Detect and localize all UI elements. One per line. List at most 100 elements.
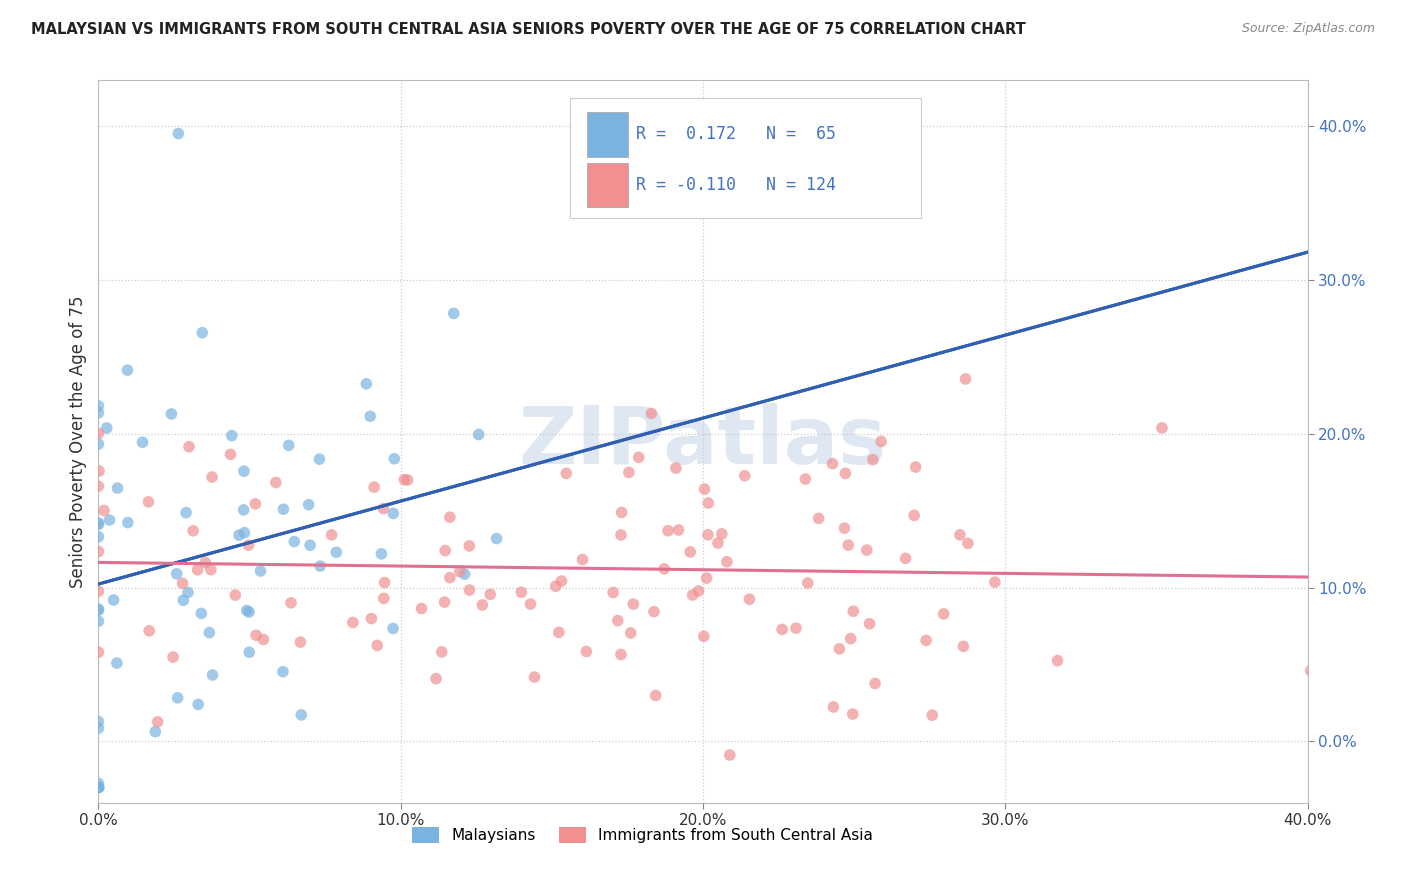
Point <box>181 524 204 538</box>
Point <box>627 450 650 465</box>
Point <box>87 714 110 729</box>
Point <box>697 528 720 542</box>
Point <box>858 616 880 631</box>
Point <box>734 468 756 483</box>
Point <box>1327 574 1350 588</box>
Point <box>290 707 312 722</box>
Point <box>903 508 925 523</box>
Point <box>652 562 675 576</box>
Point <box>643 605 665 619</box>
Point <box>510 585 533 599</box>
Point <box>228 528 250 542</box>
Point <box>458 539 481 553</box>
Point <box>166 566 188 581</box>
Point <box>87 516 110 530</box>
Point <box>921 708 943 723</box>
Point <box>309 559 332 574</box>
Point <box>485 532 508 546</box>
Point <box>177 585 200 599</box>
Point <box>602 585 624 599</box>
Point <box>370 547 392 561</box>
Point <box>87 517 110 532</box>
Point <box>172 593 194 607</box>
Point <box>373 591 395 606</box>
Point <box>523 670 546 684</box>
Point <box>955 372 977 386</box>
Point <box>232 503 254 517</box>
Point <box>87 584 110 599</box>
Text: MALAYSIAN VS IMMIGRANTS FROM SOUTH CENTRAL ASIA SENIORS POVERTY OVER THE AGE OF : MALAYSIAN VS IMMIGRANTS FROM SOUTH CENTR… <box>31 22 1026 37</box>
Point <box>823 700 845 714</box>
Point <box>547 625 569 640</box>
FancyBboxPatch shape <box>569 98 921 218</box>
Point <box>200 563 222 577</box>
Point <box>363 480 385 494</box>
Point <box>236 603 259 617</box>
Point <box>707 536 730 550</box>
Point <box>396 473 419 487</box>
Point <box>425 672 447 686</box>
Point <box>697 496 720 510</box>
Point <box>797 576 820 591</box>
Point <box>467 427 489 442</box>
Point <box>657 524 679 538</box>
Point <box>439 571 461 585</box>
Point <box>696 571 718 585</box>
Point <box>187 698 209 712</box>
Point <box>117 516 139 530</box>
Point <box>479 587 502 601</box>
Point <box>194 556 217 570</box>
Point <box>290 635 312 649</box>
Point <box>308 452 330 467</box>
Point <box>238 538 260 552</box>
Point <box>956 536 979 550</box>
Point <box>453 567 475 582</box>
Point <box>932 607 955 621</box>
Point <box>443 306 465 320</box>
FancyBboxPatch shape <box>586 163 628 207</box>
Point <box>621 597 644 611</box>
Point <box>575 644 598 658</box>
Point <box>359 409 381 424</box>
Point <box>841 706 863 721</box>
Point <box>117 363 139 377</box>
Point <box>198 625 221 640</box>
Point <box>471 598 494 612</box>
Point <box>174 506 197 520</box>
Point <box>138 624 160 638</box>
Point <box>870 434 893 449</box>
Point <box>87 780 110 795</box>
Point <box>1150 421 1173 435</box>
Point <box>201 668 224 682</box>
Legend: Malaysians, Immigrants from South Central Asia: Malaysians, Immigrants from South Centra… <box>405 822 880 849</box>
Point <box>682 588 704 602</box>
Point <box>718 747 741 762</box>
Text: R = -0.110   N = 124: R = -0.110 N = 124 <box>637 176 837 194</box>
Point <box>449 565 471 579</box>
Text: ZIPatlas: ZIPatlas <box>519 402 887 481</box>
Point <box>716 555 738 569</box>
Point <box>382 507 405 521</box>
Point <box>1327 599 1350 613</box>
Text: Source: ZipAtlas.com: Source: ZipAtlas.com <box>1241 22 1375 36</box>
Point <box>610 505 633 519</box>
Point <box>665 461 688 475</box>
Point <box>191 326 214 340</box>
Point <box>894 551 917 566</box>
Point <box>1327 500 1350 514</box>
Point <box>87 602 110 616</box>
Point <box>103 593 125 607</box>
Point <box>87 721 110 735</box>
Point <box>162 650 184 665</box>
Point <box>394 473 416 487</box>
Point <box>160 407 183 421</box>
Point <box>298 498 321 512</box>
Point <box>433 595 456 609</box>
Point <box>232 464 254 478</box>
Point <box>373 501 395 516</box>
Point <box>273 502 295 516</box>
Point <box>271 665 294 679</box>
FancyBboxPatch shape <box>586 112 628 156</box>
Point <box>617 466 640 480</box>
Point <box>87 399 110 413</box>
